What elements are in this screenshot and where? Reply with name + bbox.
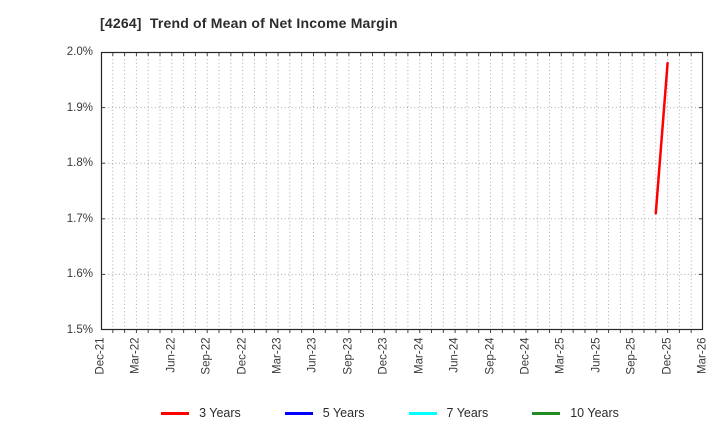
x-tick-label: Mar-25 <box>554 337 567 374</box>
x-tick-label: Sep-23 <box>342 337 355 375</box>
y-tick-label: 1.8% <box>66 157 93 170</box>
legend-label: 10 Years <box>570 406 619 420</box>
x-tick-label: Mar-26 <box>696 337 709 374</box>
legend-item-10-years: 10 Years <box>532 406 619 420</box>
y-tick-label: 1.6% <box>66 268 93 281</box>
y-tick-label: 1.9% <box>66 101 93 114</box>
legend: 3 Years 5 Years 7 Years 10 Years <box>30 406 720 420</box>
y-tick-label: 1.7% <box>66 212 93 225</box>
legend-item-7-years: 7 Years <box>408 406 489 420</box>
x-tick-label: Dec-22 <box>236 337 249 375</box>
x-tick-label: Sep-24 <box>484 337 497 375</box>
x-tick-label: Dec-23 <box>377 337 390 375</box>
x-tick-label: Jun-24 <box>448 337 461 373</box>
x-tick-label: Jun-22 <box>165 337 178 373</box>
legend-line-sample <box>408 411 437 415</box>
x-tick-label: Jun-25 <box>590 337 603 373</box>
y-tick-label: 1.5% <box>66 324 93 336</box>
legend-label: 7 Years <box>446 406 489 420</box>
chart-title: [4264] Trend of Mean of Net Income Margi… <box>100 15 398 31</box>
x-tick-label: Mar-24 <box>413 337 426 374</box>
legend-line-sample <box>284 411 313 415</box>
series-line-3-years <box>654 61 669 215</box>
x-tick-label: Dec-24 <box>519 337 532 375</box>
y-tick-label: 2.0% <box>66 46 93 58</box>
x-tick-label: Dec-25 <box>661 337 674 375</box>
legend-item-5-years: 5 Years <box>284 406 365 420</box>
legend-label: 3 Years <box>199 406 241 420</box>
x-tick-label: Sep-22 <box>200 337 213 375</box>
x-tick-label: Dec-21 <box>94 337 107 375</box>
x-tick-label: Jun-23 <box>306 337 319 373</box>
legend-line-sample <box>532 411 561 415</box>
x-tick-label: Mar-23 <box>271 337 284 374</box>
x-tick-label: Mar-22 <box>129 337 142 374</box>
legend-line-sample <box>161 411 190 415</box>
plot-svg <box>100 51 704 333</box>
plot-area <box>100 51 704 333</box>
x-tick-label: Sep-25 <box>625 337 638 375</box>
legend-label: 5 Years <box>322 406 365 420</box>
legend-item-3-years: 3 Years <box>161 406 241 420</box>
plot-border <box>100 51 704 331</box>
